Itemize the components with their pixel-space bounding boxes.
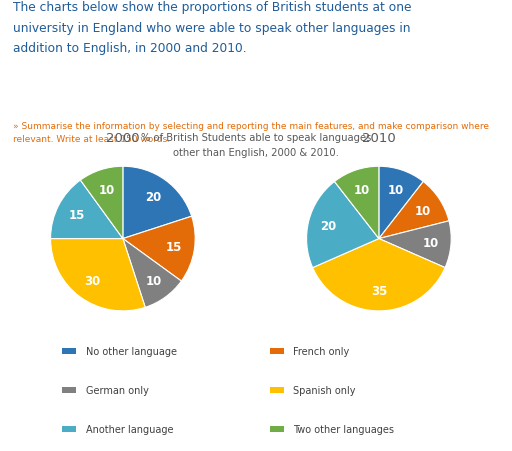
Text: No other language: No other language bbox=[86, 346, 177, 356]
Text: 10: 10 bbox=[388, 184, 404, 196]
Title: 2000: 2000 bbox=[106, 132, 140, 145]
Wedge shape bbox=[51, 181, 123, 239]
Text: 30: 30 bbox=[84, 275, 100, 288]
Text: German only: German only bbox=[86, 385, 148, 395]
FancyBboxPatch shape bbox=[270, 426, 284, 433]
Text: 10: 10 bbox=[145, 275, 162, 288]
Wedge shape bbox=[123, 217, 195, 281]
FancyBboxPatch shape bbox=[62, 426, 76, 433]
Wedge shape bbox=[123, 239, 181, 308]
FancyBboxPatch shape bbox=[62, 387, 76, 393]
Text: Another language: Another language bbox=[86, 424, 173, 434]
FancyBboxPatch shape bbox=[270, 387, 284, 393]
Wedge shape bbox=[51, 239, 145, 311]
Text: » Summarise the information by selecting and reporting the main features, and ma: » Summarise the information by selecting… bbox=[13, 122, 489, 143]
Text: 15: 15 bbox=[68, 209, 84, 222]
Wedge shape bbox=[379, 221, 451, 268]
Wedge shape bbox=[313, 239, 445, 311]
Wedge shape bbox=[379, 182, 449, 239]
Text: 20: 20 bbox=[321, 220, 336, 233]
Text: 10: 10 bbox=[99, 183, 115, 196]
FancyBboxPatch shape bbox=[62, 348, 76, 354]
Text: 10: 10 bbox=[422, 237, 439, 250]
Wedge shape bbox=[307, 182, 379, 268]
Wedge shape bbox=[334, 167, 379, 239]
Wedge shape bbox=[379, 167, 423, 239]
Title: 2010: 2010 bbox=[362, 132, 396, 145]
Text: 15: 15 bbox=[166, 241, 182, 253]
Text: 20: 20 bbox=[145, 190, 162, 203]
Text: 10: 10 bbox=[354, 184, 370, 196]
Text: The charts below show the proportions of British students at one
university in E: The charts below show the proportions of… bbox=[13, 1, 411, 55]
Wedge shape bbox=[123, 167, 191, 239]
Text: 10: 10 bbox=[414, 204, 431, 217]
Wedge shape bbox=[80, 167, 123, 239]
Text: % of British Students able to speak languages
other than English, 2000 & 2010.: % of British Students able to speak lang… bbox=[141, 133, 371, 158]
FancyBboxPatch shape bbox=[270, 348, 284, 354]
Text: French only: French only bbox=[293, 346, 349, 356]
Text: Spanish only: Spanish only bbox=[293, 385, 355, 395]
Text: 35: 35 bbox=[371, 285, 387, 298]
Text: Two other languages: Two other languages bbox=[293, 424, 394, 434]
